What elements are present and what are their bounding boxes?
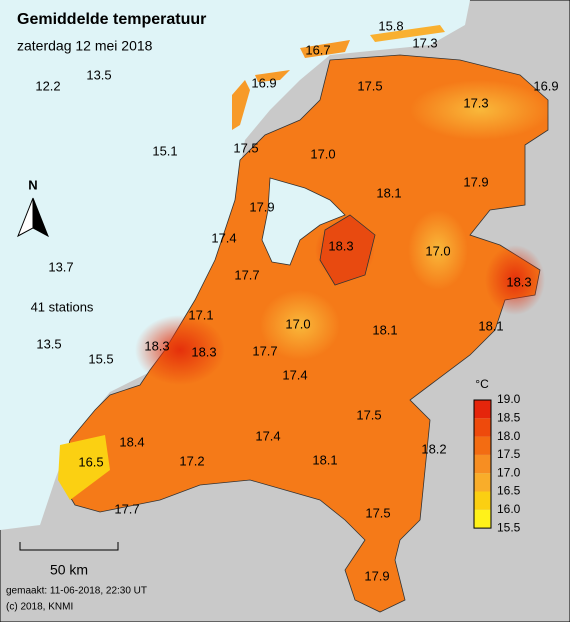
station-value: 15.1 — [152, 143, 177, 158]
legend-tick-label: 16.5 — [497, 484, 521, 498]
legend-tick-label: 18.0 — [497, 429, 521, 443]
region — [408, 210, 468, 290]
station-value: 17.5 — [233, 140, 258, 155]
station-value: 16.5 — [78, 454, 103, 469]
station-value: 18.3 — [506, 274, 531, 289]
lake — [261, 177, 346, 266]
legend-tick-label: 17.0 — [497, 465, 521, 479]
station-value: 13.5 — [36, 336, 61, 351]
station-value: 18.3 — [328, 238, 353, 253]
station-value: 18.1 — [372, 322, 397, 337]
station-value: 17.9 — [364, 568, 389, 583]
legend: 19.0 18.5 18.0 17.5 17.0 16.5 16.0 15.5 — [473, 392, 521, 534]
footer-made: gemaakt: 11-06-2018, 22:30 UT — [6, 586, 147, 597]
footer-copyright: (c) 2018, KNMI — [6, 602, 73, 613]
scale-bar — [19, 542, 119, 551]
station-value: 17.0 — [425, 243, 450, 258]
station-value: 15.5 — [88, 351, 113, 366]
legend-band — [474, 418, 491, 437]
station-value: 18.1 — [376, 185, 401, 200]
station-value: 13.5 — [86, 67, 111, 82]
station-value: 17.5 — [356, 407, 381, 422]
region — [260, 290, 340, 360]
station-value: 17.0 — [285, 316, 310, 331]
legend-band — [474, 436, 491, 455]
station-value: 17.5 — [365, 505, 390, 520]
legend-unit: °C — [475, 377, 489, 391]
north-label: N — [28, 177, 37, 192]
station-value: 16.9 — [533, 78, 558, 93]
island — [232, 80, 250, 130]
station-value: 17.4 — [282, 367, 307, 382]
sea — [0, 0, 470, 530]
scale-label: 50 km — [50, 562, 88, 578]
station-value: 17.7 — [114, 501, 139, 516]
station-value: 17.7 — [234, 267, 259, 282]
legend-band — [474, 454, 491, 474]
station-value: 17.5 — [357, 78, 382, 93]
island — [300, 40, 350, 58]
station-value: 16.9 — [251, 75, 276, 90]
station-value: 17.2 — [179, 453, 204, 468]
stations: 15.8 16.7 17.3 13.5 12.2 16.9 17.5 16.9 17.3 15.1… — [35, 18, 558, 583]
station-value: 18.2 — [421, 441, 446, 456]
legend-tick-label: 16.0 — [497, 502, 521, 516]
island — [370, 25, 445, 42]
region — [58, 435, 110, 500]
station-value: 18.1 — [478, 318, 503, 333]
station-value: 17.9 — [463, 174, 488, 189]
legend-tick-label: 19.0 — [497, 392, 521, 406]
station-value: 12.2 — [35, 78, 60, 93]
station-value: 18.3 — [191, 344, 216, 359]
legend-tick-label: 15.5 — [497, 520, 521, 534]
station-value: 16.7 — [305, 42, 330, 57]
station-value: 15.8 — [378, 18, 403, 33]
station-value: 17.3 — [463, 95, 488, 110]
station-value: 17.1 — [188, 307, 213, 322]
legend-band — [474, 509, 491, 529]
station-value: 17.4 — [211, 230, 236, 245]
island — [255, 70, 290, 82]
title: Gemiddelde temperatuur — [17, 11, 206, 28]
legend-band — [474, 491, 491, 510]
station-value: 18.3 — [144, 338, 169, 353]
station-value: 18.1 — [312, 452, 337, 467]
north-arrow — [32, 197, 49, 238]
station-value: 17.9 — [249, 199, 274, 214]
subtitle: zaterdag 12 mei 2018 — [17, 38, 153, 54]
region — [135, 315, 225, 385]
legend-tick-label: 17.5 — [497, 447, 521, 461]
region — [485, 245, 545, 315]
station-value: 17.3 — [412, 35, 437, 50]
legend-band — [474, 400, 491, 419]
station-value: 18.4 — [119, 434, 144, 449]
legend-frame — [473, 399, 492, 529]
region — [410, 80, 550, 140]
legend-tick-label: 18.5 — [497, 410, 521, 424]
legend-band — [474, 473, 491, 492]
station-value: 17.4 — [255, 428, 280, 443]
station-value: 17.7 — [252, 343, 277, 358]
station-count: 41 stations — [31, 299, 94, 314]
flevoland — [319, 214, 376, 286]
station-value: 17.0 — [310, 146, 335, 161]
station-value: 13.7 — [48, 259, 73, 274]
